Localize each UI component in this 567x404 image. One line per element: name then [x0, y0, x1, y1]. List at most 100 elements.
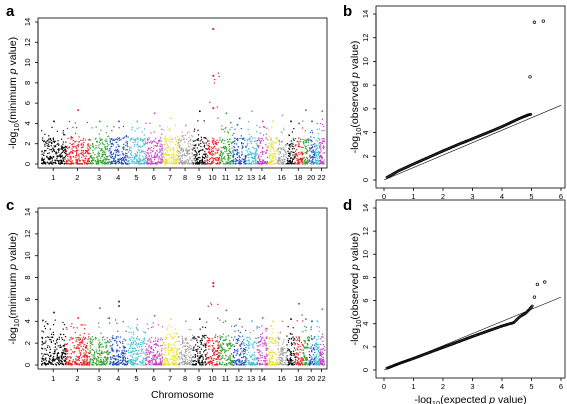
a-snp-point — [96, 155, 98, 157]
a-snp-point — [166, 126, 169, 128]
c-snp-point — [241, 340, 243, 343]
a-snp-point — [283, 163, 285, 165]
a-snp-point — [262, 126, 265, 128]
c-snp-point — [151, 357, 153, 360]
c-snp-point — [236, 353, 238, 355]
c-snp-point — [137, 342, 139, 345]
c-snp-point — [172, 355, 174, 358]
c-snp-point — [130, 327, 132, 329]
a-snp-point — [66, 127, 69, 130]
a-peak-point — [199, 110, 201, 113]
a-snp-point — [184, 134, 186, 136]
c-snp-point — [120, 353, 122, 355]
a-snp-point — [77, 149, 79, 151]
a-chromosome-14 — [256, 120, 269, 165]
a-snp-point — [259, 142, 262, 144]
a-snp-point — [198, 151, 200, 153]
c-snp-point — [85, 361, 87, 363]
a-snp-point — [112, 139, 114, 142]
a-snp-point — [245, 160, 247, 163]
a-snp-point — [251, 157, 253, 159]
a-snp-point — [272, 156, 274, 158]
c-snp-point — [146, 359, 148, 361]
a-x-tick-label: 18 — [294, 173, 302, 182]
c-snp-point — [57, 352, 59, 354]
a-snp-point — [65, 146, 67, 148]
a-snp-point — [110, 151, 112, 154]
c-snp-point — [74, 363, 76, 365]
c-snp-point — [204, 354, 206, 356]
c-snp-point — [209, 362, 211, 364]
c-snp-point — [138, 350, 140, 352]
a-snp-point — [143, 138, 145, 140]
a-snp-point — [296, 154, 298, 156]
c-snp-point — [84, 363, 87, 365]
a-snp-point — [253, 152, 255, 155]
c-snp-point — [134, 363, 136, 365]
a-snp-point — [175, 138, 177, 140]
a-snp-point — [109, 138, 111, 140]
a-snp-point — [56, 143, 58, 146]
a-snp-point — [208, 150, 210, 153]
a-snp-point — [175, 157, 178, 160]
c-snp-point — [82, 359, 84, 361]
c-snp-point — [233, 364, 235, 366]
c-snp-point — [155, 356, 157, 358]
c-snp-point — [91, 354, 93, 356]
a-snp-point — [165, 139, 167, 141]
c-snp-point — [192, 337, 194, 339]
c-snp-point — [149, 360, 152, 362]
a-snp-point — [161, 153, 163, 155]
c-snp-point — [48, 360, 50, 362]
a-snp-point — [107, 161, 109, 163]
c-snp-point — [247, 336, 249, 338]
a-snp-point — [42, 137, 44, 139]
a-snp-point — [117, 159, 119, 161]
c-snp-point — [197, 352, 199, 354]
a-snp-point — [283, 127, 285, 129]
c-snp-point — [98, 342, 101, 344]
c-snp-point — [187, 347, 189, 350]
a-snp-point — [270, 143, 272, 145]
c-snp-point — [225, 336, 227, 338]
c-snp-point — [275, 359, 278, 361]
a-snp-point — [323, 140, 325, 142]
a-snp-point — [314, 142, 316, 145]
c-snp-point — [198, 362, 200, 364]
c-snp-point — [81, 364, 83, 366]
a-snp-point — [276, 149, 278, 151]
a-snp-point — [52, 156, 55, 158]
c-snp-point — [53, 359, 55, 361]
a-snp-point — [135, 153, 137, 155]
a-snp-point — [204, 153, 206, 156]
c-snp-point — [217, 347, 219, 349]
a-snp-point — [62, 143, 64, 145]
a-snp-point — [300, 157, 302, 160]
c-snp-point — [44, 364, 46, 366]
a-snp-point — [178, 161, 180, 164]
c-snp-point — [130, 343, 132, 346]
a-snp-point — [160, 160, 162, 162]
a-snp-point — [84, 149, 86, 152]
c-snp-point — [41, 340, 43, 343]
a-snp-point — [71, 152, 74, 154]
a-snp-point — [87, 143, 89, 145]
a-snp-point — [198, 144, 200, 146]
a-snp-point — [137, 141, 139, 143]
a-snp-point — [77, 158, 80, 160]
c-snp-point — [156, 357, 158, 359]
a-snp-point — [316, 153, 318, 155]
a-snp-point — [181, 131, 183, 133]
c-snp-point — [42, 362, 44, 365]
c-snp-point — [198, 357, 200, 359]
a-snp-point — [268, 161, 270, 163]
c-snp-point — [224, 358, 226, 360]
a-snp-point — [277, 147, 280, 150]
a-snp-point — [121, 163, 123, 165]
a-snp-point — [297, 158, 299, 160]
c-snp-point — [111, 357, 114, 359]
a-snp-point — [140, 139, 142, 142]
a-snp-point — [231, 143, 233, 145]
a-snp-point — [286, 143, 289, 145]
a-snp-point — [319, 160, 321, 162]
